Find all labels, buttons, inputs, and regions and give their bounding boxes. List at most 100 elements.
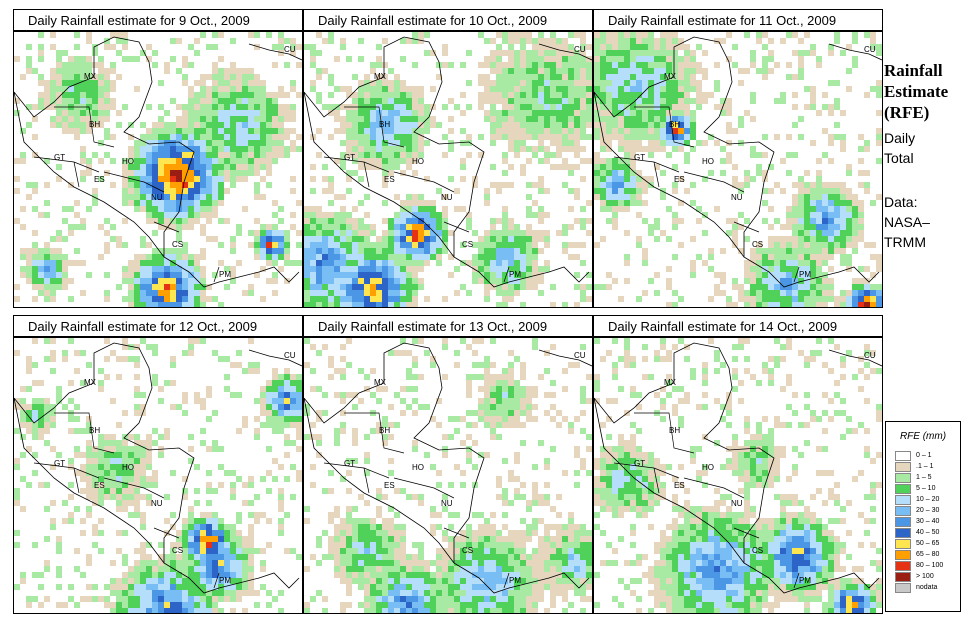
country-label-mx: MX xyxy=(374,72,387,81)
map-panel-oct14: Daily Rainfall estimate for 14 Oct., 200… xyxy=(593,315,885,615)
country-label-bh: BH xyxy=(669,120,680,129)
country-label-gt: GT xyxy=(344,153,355,162)
legend-swatch xyxy=(895,461,911,472)
rainfall-map: MX CU BH GT HO ES NU CS PM xyxy=(13,337,303,614)
country-label-cu: CU xyxy=(864,45,876,54)
rainfall-map: MX CU BH GT HO ES NU CS PM xyxy=(303,337,593,614)
map-panel-oct10: Daily Rainfall estimate for 10 Oct., 200… xyxy=(303,9,595,309)
country-label-pm: PM xyxy=(799,576,811,585)
legend-label: 50 – 65 xyxy=(916,540,940,547)
legend-item: .1 – 1 xyxy=(895,461,960,472)
legend-item: 5 – 10 xyxy=(895,483,960,494)
rainfall-map: MX CU BH GT HO ES NU CS PM xyxy=(593,337,883,614)
country-label-cs: CS xyxy=(172,546,183,555)
product-title-line: Rainfall xyxy=(884,61,943,80)
country-label-gt: GT xyxy=(54,459,65,468)
coastline xyxy=(14,36,300,288)
period-line: Total xyxy=(884,150,914,166)
legend-swatch xyxy=(895,549,911,560)
country-borders xyxy=(613,412,800,589)
legend-swatch xyxy=(895,571,911,582)
country-label-cs: CS xyxy=(752,546,763,555)
country-label-nu: NU xyxy=(441,499,453,508)
map-panel-oct13: Daily Rainfall estimate for 13 Oct., 200… xyxy=(303,315,595,615)
country-label-pm: PM xyxy=(509,270,521,279)
country-label-nu: NU xyxy=(731,499,743,508)
rainfall-grid xyxy=(14,338,302,613)
country-borders xyxy=(323,412,510,589)
legend-swatch xyxy=(895,516,911,527)
country-label-ho: HO xyxy=(412,157,424,166)
legend-item: > 100 xyxy=(895,571,960,582)
cuba-coast xyxy=(248,43,302,61)
data-source-line: TRMM xyxy=(884,234,926,250)
country-label-bh: BH xyxy=(379,426,390,435)
cuba-coast xyxy=(248,349,302,367)
country-label-gt: GT xyxy=(344,459,355,468)
cuba-coast xyxy=(538,349,592,367)
country-label-cu: CU xyxy=(284,351,296,360)
country-label-es: ES xyxy=(94,175,105,184)
rainfall-grid xyxy=(14,32,302,307)
country-label-es: ES xyxy=(674,481,685,490)
cuba-coast xyxy=(828,43,882,61)
map-panel-oct12: Daily Rainfall estimate for 12 Oct., 200… xyxy=(13,315,305,615)
coastline xyxy=(594,36,880,288)
rainfall-map: MX CU BH GT HO ES NU CS PM xyxy=(13,31,303,308)
data-source-line: NASA– xyxy=(884,214,930,230)
map-panel-oct11: Daily Rainfall estimate for 11 Oct., 200… xyxy=(593,9,885,309)
rainfall-grid xyxy=(594,338,882,613)
country-label-nu: NU xyxy=(151,499,163,508)
legend-item: 65 – 80 xyxy=(895,549,960,560)
legend-label: > 100 xyxy=(916,573,934,580)
country-label-mx: MX xyxy=(84,72,97,81)
rainfall-grid xyxy=(304,338,592,613)
legend-swatch xyxy=(895,505,911,516)
legend-swatch xyxy=(895,538,911,549)
country-label-pm: PM xyxy=(509,576,521,585)
coastline xyxy=(304,36,590,288)
panel-title: Daily Rainfall estimate for 10 Oct., 200… xyxy=(303,9,593,31)
country-label-cs: CS xyxy=(462,240,473,249)
legend-swatch xyxy=(895,494,911,505)
country-label-ho: HO xyxy=(412,463,424,472)
country-label-mx: MX xyxy=(374,378,387,387)
legend-swatch xyxy=(895,560,911,571)
country-label-cu: CU xyxy=(284,45,296,54)
legend-swatch xyxy=(895,527,911,538)
legend-item: nodata xyxy=(895,582,960,593)
product-title-line: Estimate xyxy=(884,82,949,101)
country-label-cs: CS xyxy=(172,240,183,249)
country-label-bh: BH xyxy=(669,426,680,435)
country-label-es: ES xyxy=(674,175,685,184)
legend-swatch xyxy=(895,483,911,494)
country-borders xyxy=(323,106,510,283)
legend-swatch xyxy=(895,582,911,593)
legend-label: 20 – 30 xyxy=(916,507,940,514)
legend-item: 30 – 40 xyxy=(895,516,960,527)
period-label: Daily Total xyxy=(884,128,915,168)
legend-label: 10 – 20 xyxy=(916,496,940,503)
country-label-mx: MX xyxy=(664,378,677,387)
country-label-bh: BH xyxy=(89,120,100,129)
product-title-line: (RFE) xyxy=(884,103,930,122)
country-label-gt: GT xyxy=(54,153,65,162)
legend-item: 80 – 100 xyxy=(895,560,960,571)
country-label-cu: CU xyxy=(574,351,586,360)
rainfall-map: MX CU BH GT HO ES NU CS PM xyxy=(303,31,593,308)
country-label-cu: CU xyxy=(574,45,586,54)
legend-item: 50 – 65 xyxy=(895,538,960,549)
coastline xyxy=(14,342,300,594)
country-label-gt: GT xyxy=(634,153,645,162)
cuba-coast xyxy=(538,43,592,61)
country-label-nu: NU xyxy=(441,193,453,202)
rainfall-grid xyxy=(594,32,882,307)
country-label-pm: PM xyxy=(219,576,231,585)
coastline xyxy=(304,342,590,594)
country-label-mx: MX xyxy=(84,378,97,387)
legend-label: nodata xyxy=(916,584,938,591)
period-line: Daily xyxy=(884,130,916,146)
legend: RFE (mm) 0 – 1 .1 – 1 1 – 5 5 – 10 10 – 20 20… xyxy=(885,421,961,612)
cuba-coast xyxy=(828,349,882,367)
legend-label: 80 – 100 xyxy=(916,562,944,569)
